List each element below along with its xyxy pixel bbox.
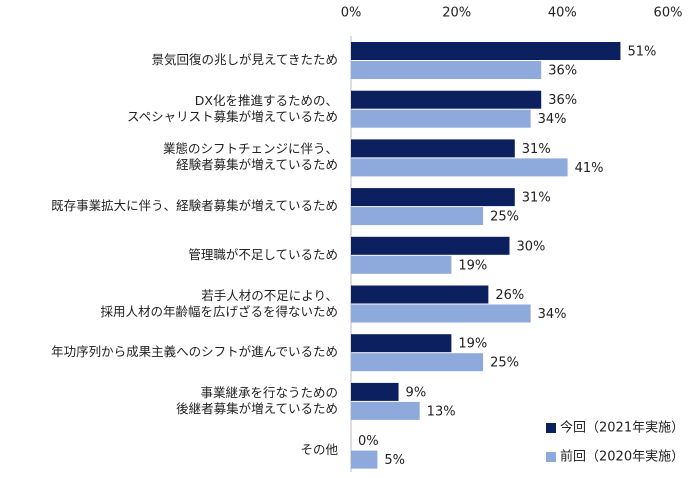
bar bbox=[351, 255, 452, 274]
value-label: 19% bbox=[458, 258, 487, 273]
bar bbox=[351, 158, 568, 177]
category-label: 年功序列から成果主義へのシフトが進んでいるため bbox=[51, 344, 338, 360]
category-label: 業態のシフトチェンジに伴う、 経験者募集が増えているため bbox=[162, 141, 338, 173]
category-label: その他 bbox=[300, 441, 338, 457]
value-label: 51% bbox=[627, 45, 656, 60]
value-label: 0% bbox=[358, 434, 379, 449]
value-label: 31% bbox=[522, 142, 551, 157]
bar bbox=[351, 109, 531, 128]
value-label: 25% bbox=[490, 210, 519, 225]
bar bbox=[351, 61, 542, 79]
bar bbox=[351, 334, 452, 353]
x-tick-label: 40% bbox=[548, 6, 577, 21]
legend-label: 今回（2021年実施） bbox=[560, 420, 684, 436]
value-label: 34% bbox=[538, 307, 567, 322]
value-label: 34% bbox=[538, 112, 567, 127]
value-label: 36% bbox=[548, 64, 577, 79]
bar bbox=[351, 450, 378, 469]
category-label: 若手人材の不足により、 採用人材の年齢幅を広げざるを得ないため bbox=[100, 287, 338, 319]
legend-swatch bbox=[546, 452, 556, 462]
bar bbox=[351, 207, 484, 226]
bar bbox=[351, 401, 420, 420]
category-label: DX化を推進するための、 スペシャリスト募集が増えているため bbox=[126, 92, 338, 124]
value-label: 25% bbox=[490, 356, 519, 371]
value-label: 30% bbox=[517, 239, 546, 254]
value-label: 13% bbox=[427, 404, 456, 419]
bar bbox=[351, 236, 510, 255]
value-label: 5% bbox=[384, 453, 405, 468]
value-label: 19% bbox=[458, 337, 487, 352]
x-tick-label: 60% bbox=[654, 6, 683, 21]
bar bbox=[351, 42, 621, 60]
category-label: 既存事業拡大に伴う、経験者募集が増えているため bbox=[51, 198, 338, 214]
bar bbox=[351, 139, 515, 158]
bar bbox=[351, 285, 489, 304]
bar bbox=[351, 353, 484, 372]
bar bbox=[351, 382, 399, 401]
bar bbox=[351, 90, 542, 109]
value-label: 36% bbox=[548, 93, 577, 108]
bar bbox=[351, 304, 531, 323]
bar bbox=[351, 188, 515, 207]
value-label: 9% bbox=[406, 385, 427, 400]
legend-swatch bbox=[546, 423, 556, 433]
x-tick-label: 20% bbox=[442, 6, 471, 21]
x-tick-label: 0% bbox=[341, 6, 362, 21]
value-label: 26% bbox=[495, 288, 524, 303]
value-label: 31% bbox=[522, 191, 551, 206]
value-label: 41% bbox=[575, 161, 604, 176]
legend-label: 前回（2020年実施） bbox=[560, 449, 684, 465]
category-label: 管理職が不足しているため bbox=[188, 246, 338, 262]
category-label: 事業継承を行なうための 後継者募集が増えているため bbox=[176, 384, 338, 416]
category-label: 景気回復の兆しが見えてきたため bbox=[151, 52, 338, 67]
